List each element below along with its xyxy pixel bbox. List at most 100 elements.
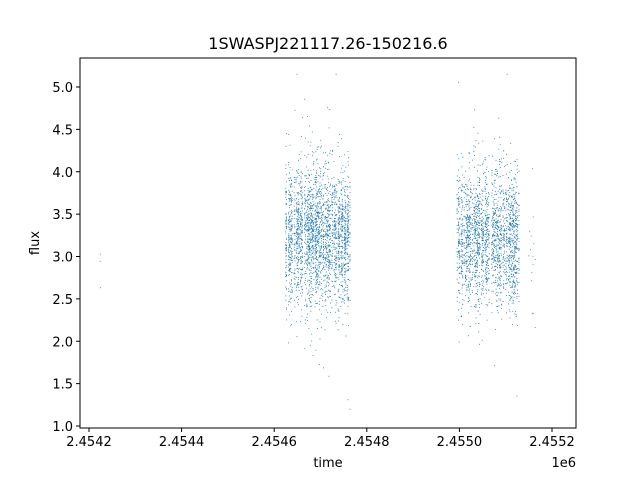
data-point bbox=[316, 220, 318, 222]
data-point bbox=[288, 172, 290, 174]
data-point bbox=[482, 200, 484, 202]
data-point bbox=[298, 159, 299, 161]
data-point bbox=[476, 205, 478, 207]
data-point bbox=[473, 229, 475, 231]
data-point bbox=[307, 216, 309, 218]
data-point bbox=[485, 304, 487, 306]
data-point bbox=[293, 198, 295, 200]
data-point bbox=[319, 211, 321, 213]
data-point bbox=[505, 269, 507, 271]
data-point bbox=[99, 253, 101, 255]
data-point bbox=[531, 272, 533, 274]
data-point bbox=[332, 224, 334, 226]
data-point bbox=[513, 214, 515, 216]
data-point bbox=[327, 169, 329, 171]
data-point bbox=[309, 240, 311, 242]
data-point bbox=[475, 317, 477, 319]
data-point bbox=[295, 296, 297, 298]
data-point bbox=[474, 255, 476, 257]
data-point bbox=[482, 195, 484, 197]
data-point bbox=[478, 265, 480, 267]
data-point bbox=[288, 270, 290, 272]
data-point bbox=[290, 264, 292, 266]
data-point bbox=[340, 208, 342, 210]
data-point bbox=[301, 205, 303, 207]
data-point bbox=[286, 288, 288, 290]
data-point bbox=[481, 224, 483, 225]
data-point bbox=[316, 176, 318, 178]
data-point bbox=[334, 214, 336, 216]
data-point bbox=[338, 231, 340, 233]
data-point bbox=[516, 212, 518, 213]
data-point bbox=[513, 226, 515, 228]
data-point bbox=[468, 289, 470, 291]
data-point bbox=[463, 242, 465, 244]
data-point bbox=[478, 303, 480, 305]
data-point bbox=[288, 275, 290, 276]
data-point bbox=[487, 260, 489, 262]
data-point bbox=[344, 248, 346, 250]
data-point bbox=[349, 219, 351, 221]
data-point bbox=[304, 186, 306, 188]
data-point bbox=[314, 226, 316, 228]
data-point bbox=[475, 225, 477, 227]
data-point bbox=[316, 328, 318, 329]
data-point bbox=[478, 282, 480, 284]
data-point bbox=[347, 195, 349, 197]
data-point bbox=[286, 280, 288, 282]
data-point bbox=[325, 201, 327, 203]
data-point bbox=[510, 267, 512, 269]
data-point bbox=[285, 192, 287, 193]
data-point bbox=[477, 164, 479, 166]
data-point bbox=[335, 263, 337, 265]
data-point bbox=[310, 232, 312, 233]
data-point bbox=[467, 231, 469, 233]
data-point bbox=[309, 264, 311, 266]
data-point bbox=[320, 254, 322, 256]
data-point bbox=[330, 263, 331, 265]
data-point bbox=[327, 175, 329, 177]
data-point bbox=[349, 280, 351, 281]
data-point bbox=[475, 224, 477, 226]
data-point bbox=[330, 250, 331, 252]
data-point bbox=[324, 187, 326, 189]
data-point bbox=[508, 228, 510, 230]
data-point bbox=[298, 258, 300, 260]
data-point bbox=[331, 247, 333, 249]
data-point bbox=[500, 210, 502, 212]
data-point bbox=[513, 276, 515, 278]
data-point bbox=[517, 293, 519, 295]
data-point bbox=[499, 164, 500, 165]
data-point bbox=[285, 223, 287, 225]
data-point bbox=[333, 199, 335, 200]
data-point bbox=[513, 241, 515, 243]
data-point bbox=[288, 223, 290, 225]
data-point bbox=[466, 232, 468, 234]
data-point bbox=[473, 127, 475, 129]
data-point bbox=[310, 215, 312, 217]
data-point bbox=[499, 238, 500, 240]
data-point bbox=[306, 230, 308, 232]
data-point bbox=[337, 230, 339, 232]
data-point bbox=[517, 172, 519, 174]
data-point bbox=[304, 234, 306, 236]
data-point bbox=[508, 255, 510, 257]
data-point bbox=[322, 305, 324, 307]
data-point bbox=[477, 219, 479, 221]
data-point bbox=[309, 248, 310, 250]
data-point bbox=[316, 281, 318, 283]
data-point bbox=[344, 233, 346, 234]
data-point bbox=[307, 280, 308, 282]
data-point bbox=[311, 268, 313, 269]
data-point bbox=[304, 347, 306, 349]
data-point bbox=[314, 202, 316, 204]
data-point bbox=[327, 192, 329, 194]
data-point bbox=[474, 208, 476, 210]
data-point bbox=[322, 299, 324, 301]
data-point bbox=[334, 247, 336, 249]
data-point bbox=[477, 184, 479, 186]
data-point bbox=[285, 249, 287, 251]
data-point bbox=[288, 268, 290, 270]
data-point bbox=[295, 179, 297, 181]
data-point bbox=[341, 298, 343, 300]
